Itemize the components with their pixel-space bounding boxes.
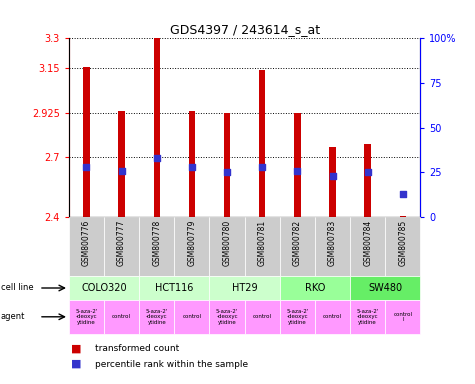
Text: 5-aza-2'
-deoxyc
ytidine: 5-aza-2' -deoxyc ytidine xyxy=(145,309,168,325)
Bar xyxy=(245,300,280,334)
Bar xyxy=(350,276,420,300)
Text: 5-aza-2'
-deoxyc
ytidine: 5-aza-2' -deoxyc ytidine xyxy=(286,309,309,325)
Bar xyxy=(385,300,420,334)
Text: control: control xyxy=(182,314,201,319)
Point xyxy=(188,164,196,170)
Bar xyxy=(69,276,139,300)
Text: control
l: control l xyxy=(393,311,412,322)
Text: GSM800785: GSM800785 xyxy=(399,220,407,266)
Text: GSM800777: GSM800777 xyxy=(117,220,126,266)
Bar xyxy=(364,144,371,217)
Bar xyxy=(315,300,350,334)
Bar xyxy=(139,300,174,334)
Text: COLO320: COLO320 xyxy=(81,283,127,293)
Point xyxy=(223,169,231,175)
Bar xyxy=(259,70,266,217)
Bar xyxy=(280,276,350,300)
Text: control: control xyxy=(253,314,272,319)
Text: percentile rank within the sample: percentile rank within the sample xyxy=(95,359,248,369)
Text: agent: agent xyxy=(1,312,25,321)
Text: GSM800782: GSM800782 xyxy=(293,220,302,266)
Text: control: control xyxy=(112,314,131,319)
Point xyxy=(364,169,371,175)
Text: ■: ■ xyxy=(71,359,82,369)
Bar xyxy=(209,300,245,334)
Bar xyxy=(280,300,315,334)
Bar xyxy=(104,300,139,334)
Bar xyxy=(174,217,209,276)
Bar xyxy=(139,217,174,276)
Bar xyxy=(245,217,280,276)
Bar xyxy=(209,276,280,300)
Bar xyxy=(69,217,104,276)
Bar xyxy=(350,300,385,334)
Text: cell line: cell line xyxy=(1,283,34,293)
Point xyxy=(83,164,90,170)
Bar xyxy=(315,217,350,276)
Bar xyxy=(83,67,90,217)
Text: HCT116: HCT116 xyxy=(155,283,193,293)
Bar xyxy=(104,217,139,276)
Text: GSM800780: GSM800780 xyxy=(223,220,231,266)
Bar xyxy=(329,147,336,217)
Bar xyxy=(189,111,195,217)
Point xyxy=(258,164,266,170)
Bar xyxy=(385,217,420,276)
Text: transformed count: transformed count xyxy=(95,344,179,353)
Bar xyxy=(139,276,209,300)
Bar xyxy=(118,111,125,217)
Point xyxy=(118,167,125,174)
Text: 5-aza-2'
-deoxyc
ytidine: 5-aza-2' -deoxyc ytidine xyxy=(216,309,238,325)
Bar xyxy=(153,38,160,217)
Text: GSM800781: GSM800781 xyxy=(258,220,266,266)
Bar xyxy=(174,300,209,334)
Text: GSM800778: GSM800778 xyxy=(152,220,161,266)
Text: control: control xyxy=(323,314,342,319)
Text: GSM800779: GSM800779 xyxy=(188,220,196,266)
Bar xyxy=(209,217,245,276)
Point xyxy=(399,191,407,197)
Title: GDS4397 / 243614_s_at: GDS4397 / 243614_s_at xyxy=(170,23,320,36)
Bar xyxy=(280,217,315,276)
Text: RKO: RKO xyxy=(305,283,325,293)
Point xyxy=(329,173,336,179)
Text: GSM800776: GSM800776 xyxy=(82,220,91,266)
Point xyxy=(294,167,301,174)
Text: 5-aza-2'
-deoxyc
ytidine: 5-aza-2' -deoxyc ytidine xyxy=(356,309,379,325)
Text: SW480: SW480 xyxy=(368,283,402,293)
Bar xyxy=(399,216,406,217)
Text: GSM800784: GSM800784 xyxy=(363,220,372,266)
Bar xyxy=(294,113,301,217)
Text: ■: ■ xyxy=(71,344,82,354)
Bar xyxy=(224,113,230,217)
Point xyxy=(153,155,161,161)
Text: HT29: HT29 xyxy=(232,283,257,293)
Text: GSM800783: GSM800783 xyxy=(328,220,337,266)
Bar xyxy=(69,300,104,334)
Bar xyxy=(350,217,385,276)
Text: 5-aza-2'
-deoxyc
ytidine: 5-aza-2' -deoxyc ytidine xyxy=(75,309,98,325)
